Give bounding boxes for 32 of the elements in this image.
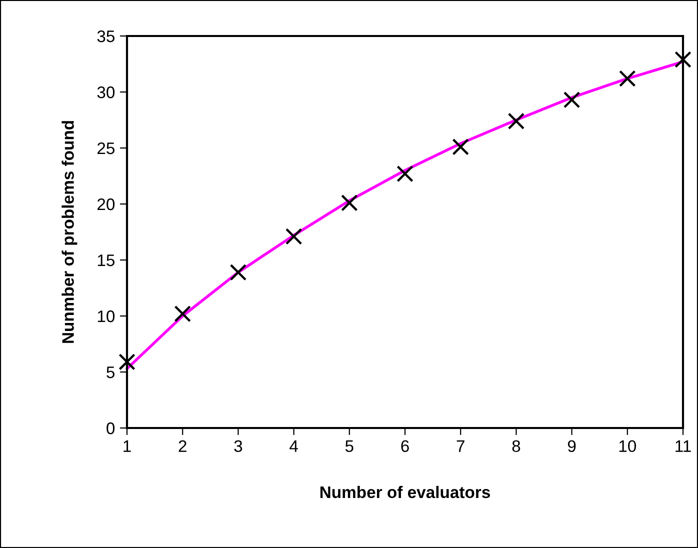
x-tick-label: 1 bbox=[124, 440, 131, 452]
x-tick-label: 6 bbox=[401, 440, 409, 452]
x-tick-label: 4 bbox=[290, 440, 298, 452]
point bbox=[396, 165, 414, 182]
point bbox=[174, 305, 191, 322]
point bbox=[508, 112, 525, 130]
point bbox=[619, 70, 636, 87]
point bbox=[285, 228, 302, 245]
x-axis-title: Number of evaluators bbox=[320, 486, 490, 498]
point bbox=[230, 264, 247, 281]
y-tick-label: 15 bbox=[98, 254, 114, 266]
point bbox=[118, 354, 136, 370]
point bbox=[563, 91, 580, 108]
point bbox=[674, 51, 692, 68]
point bbox=[452, 138, 469, 156]
y-tick-label: 35 bbox=[97, 30, 114, 42]
x-tick-label: 5 bbox=[345, 440, 354, 452]
x-tick-label: 7 bbox=[456, 440, 464, 452]
y-axis-title: Nunmber of problems found bbox=[62, 121, 78, 343]
y-tick-label: 5 bbox=[106, 366, 114, 378]
point bbox=[341, 194, 358, 212]
y-tick-label: 25 bbox=[97, 142, 114, 154]
x-tick-label: 2 bbox=[178, 440, 186, 452]
y-tick-label: 10 bbox=[98, 310, 115, 322]
x-tick-label: 8 bbox=[512, 440, 520, 452]
x-tick-label: 10 bbox=[619, 440, 636, 452]
x-tick-label: 3 bbox=[234, 440, 242, 452]
y-tick-label: 20 bbox=[97, 198, 115, 210]
y-tick-label: 0 bbox=[106, 422, 115, 434]
x-tick-label: 11 bbox=[676, 440, 691, 452]
x-tick-label: 9 bbox=[568, 440, 576, 452]
y-tick-label: 30 bbox=[97, 86, 115, 98]
